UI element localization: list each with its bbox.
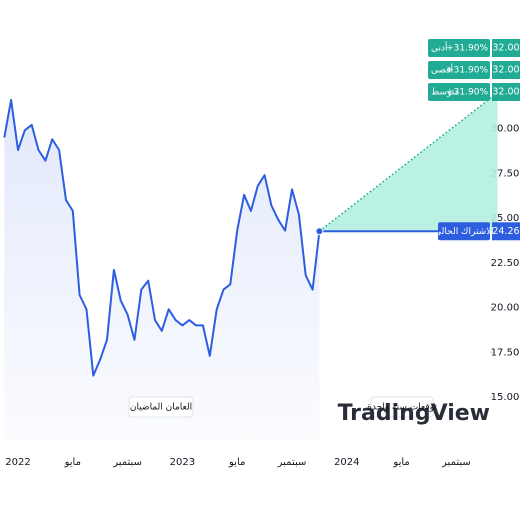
x-tick-label: سبتمبر bbox=[277, 457, 307, 468]
x-tick-label: 2024 bbox=[334, 457, 359, 468]
forecast-line bbox=[319, 92, 498, 232]
annotation-box bbox=[370, 396, 434, 418]
watermark: TradingView bbox=[338, 401, 490, 426]
y-tick-label: 27.50 bbox=[491, 168, 520, 179]
price-line bbox=[3, 98, 321, 377]
y-tick-label: 15.00 bbox=[491, 392, 520, 403]
x-tick-label: مايو bbox=[64, 457, 81, 468]
forecast-change: +31.90% bbox=[446, 66, 488, 76]
current-value-label: 24.26 bbox=[492, 226, 519, 237]
forecast-change: +31.90% bbox=[446, 44, 488, 54]
annotation: توقعات سنة واحدة bbox=[367, 403, 437, 413]
y-tick-label: 22.50 bbox=[491, 258, 520, 269]
y-tick-label: 17.50 bbox=[491, 347, 520, 358]
current-name-box bbox=[438, 222, 490, 241]
current-value-box bbox=[492, 222, 520, 241]
forecast-name-box bbox=[428, 61, 490, 79]
annotation-box bbox=[128, 396, 194, 418]
x-tick-label: سبتمبر bbox=[441, 457, 471, 468]
forecast-value-label: 32.00 bbox=[492, 87, 519, 98]
forecast-name: أدنى bbox=[431, 42, 448, 54]
forecast-change: +31.90% bbox=[446, 88, 488, 98]
x-tick-label: 2023 bbox=[170, 457, 195, 468]
y-tick-label: 25.00 bbox=[491, 213, 520, 224]
forecast-name: متوسط bbox=[431, 88, 459, 98]
forecast-name-box bbox=[428, 39, 490, 57]
y-tick-label: 30.00 bbox=[491, 124, 520, 135]
price-area bbox=[4, 99, 320, 441]
x-tick-label: سبتمبر bbox=[112, 457, 142, 468]
current-name-label: الاشتراك الحالي bbox=[434, 227, 494, 237]
forecast-name: أقصى bbox=[431, 64, 453, 76]
x-tick-label: مايو bbox=[392, 457, 409, 468]
annotation: العامان الماضيان bbox=[130, 403, 192, 413]
forecast-value-label: 32.00 bbox=[492, 65, 519, 76]
forecast-name-box bbox=[428, 83, 490, 101]
forecast-value-box bbox=[492, 39, 520, 57]
forecast-value-box bbox=[492, 61, 520, 79]
y-tick-label: 20.00 bbox=[491, 303, 520, 314]
current-point bbox=[315, 227, 324, 236]
x-tick-label: مايو bbox=[228, 457, 245, 468]
forecast-value-label: 32.00 bbox=[492, 43, 519, 54]
forecast-value-box bbox=[492, 83, 520, 101]
x-tick-label: 2022 bbox=[5, 457, 30, 468]
